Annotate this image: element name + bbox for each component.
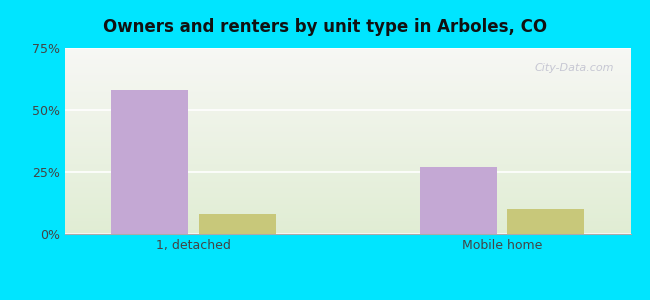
Bar <box>199 214 276 234</box>
Bar <box>420 167 497 234</box>
Bar <box>507 209 584 234</box>
Bar <box>111 90 188 234</box>
Text: Owners and renters by unit type in Arboles, CO: Owners and renters by unit type in Arbol… <box>103 18 547 36</box>
Text: City-Data.com: City-Data.com <box>534 63 614 73</box>
